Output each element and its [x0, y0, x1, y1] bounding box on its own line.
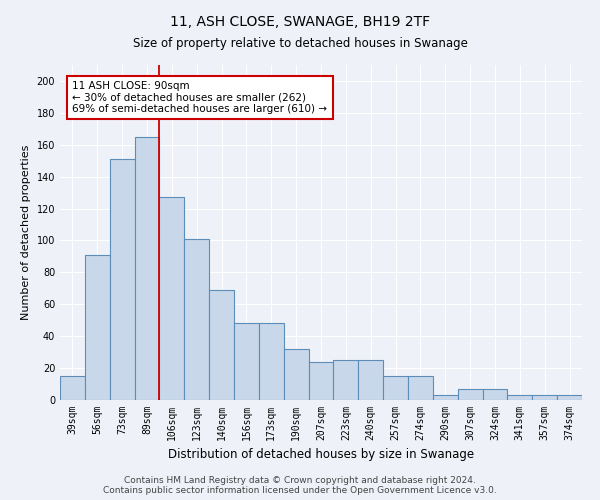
Bar [85, 255, 110, 400]
Bar [160, 198, 184, 400]
Bar [184, 239, 209, 400]
Bar [358, 360, 383, 400]
Text: 11 ASH CLOSE: 90sqm
← 30% of detached houses are smaller (262)
69% of semi-detac: 11 ASH CLOSE: 90sqm ← 30% of detached ho… [73, 81, 328, 114]
Bar [458, 389, 482, 400]
Bar [383, 376, 408, 400]
Bar [557, 395, 582, 400]
Bar [209, 290, 234, 400]
Bar [284, 349, 308, 400]
Text: 11, ASH CLOSE, SWANAGE, BH19 2TF: 11, ASH CLOSE, SWANAGE, BH19 2TF [170, 15, 430, 29]
Bar [134, 137, 160, 400]
Bar [60, 376, 85, 400]
X-axis label: Distribution of detached houses by size in Swanage: Distribution of detached houses by size … [168, 448, 474, 462]
Text: Contains HM Land Registry data © Crown copyright and database right 2024.
Contai: Contains HM Land Registry data © Crown c… [103, 476, 497, 495]
Bar [433, 395, 458, 400]
Bar [508, 395, 532, 400]
Y-axis label: Number of detached properties: Number of detached properties [21, 145, 31, 320]
Bar [110, 159, 134, 400]
Bar [308, 362, 334, 400]
Bar [234, 324, 259, 400]
Bar [408, 376, 433, 400]
Bar [334, 360, 358, 400]
Bar [259, 324, 284, 400]
Text: Size of property relative to detached houses in Swanage: Size of property relative to detached ho… [133, 38, 467, 51]
Bar [532, 395, 557, 400]
Bar [482, 389, 508, 400]
